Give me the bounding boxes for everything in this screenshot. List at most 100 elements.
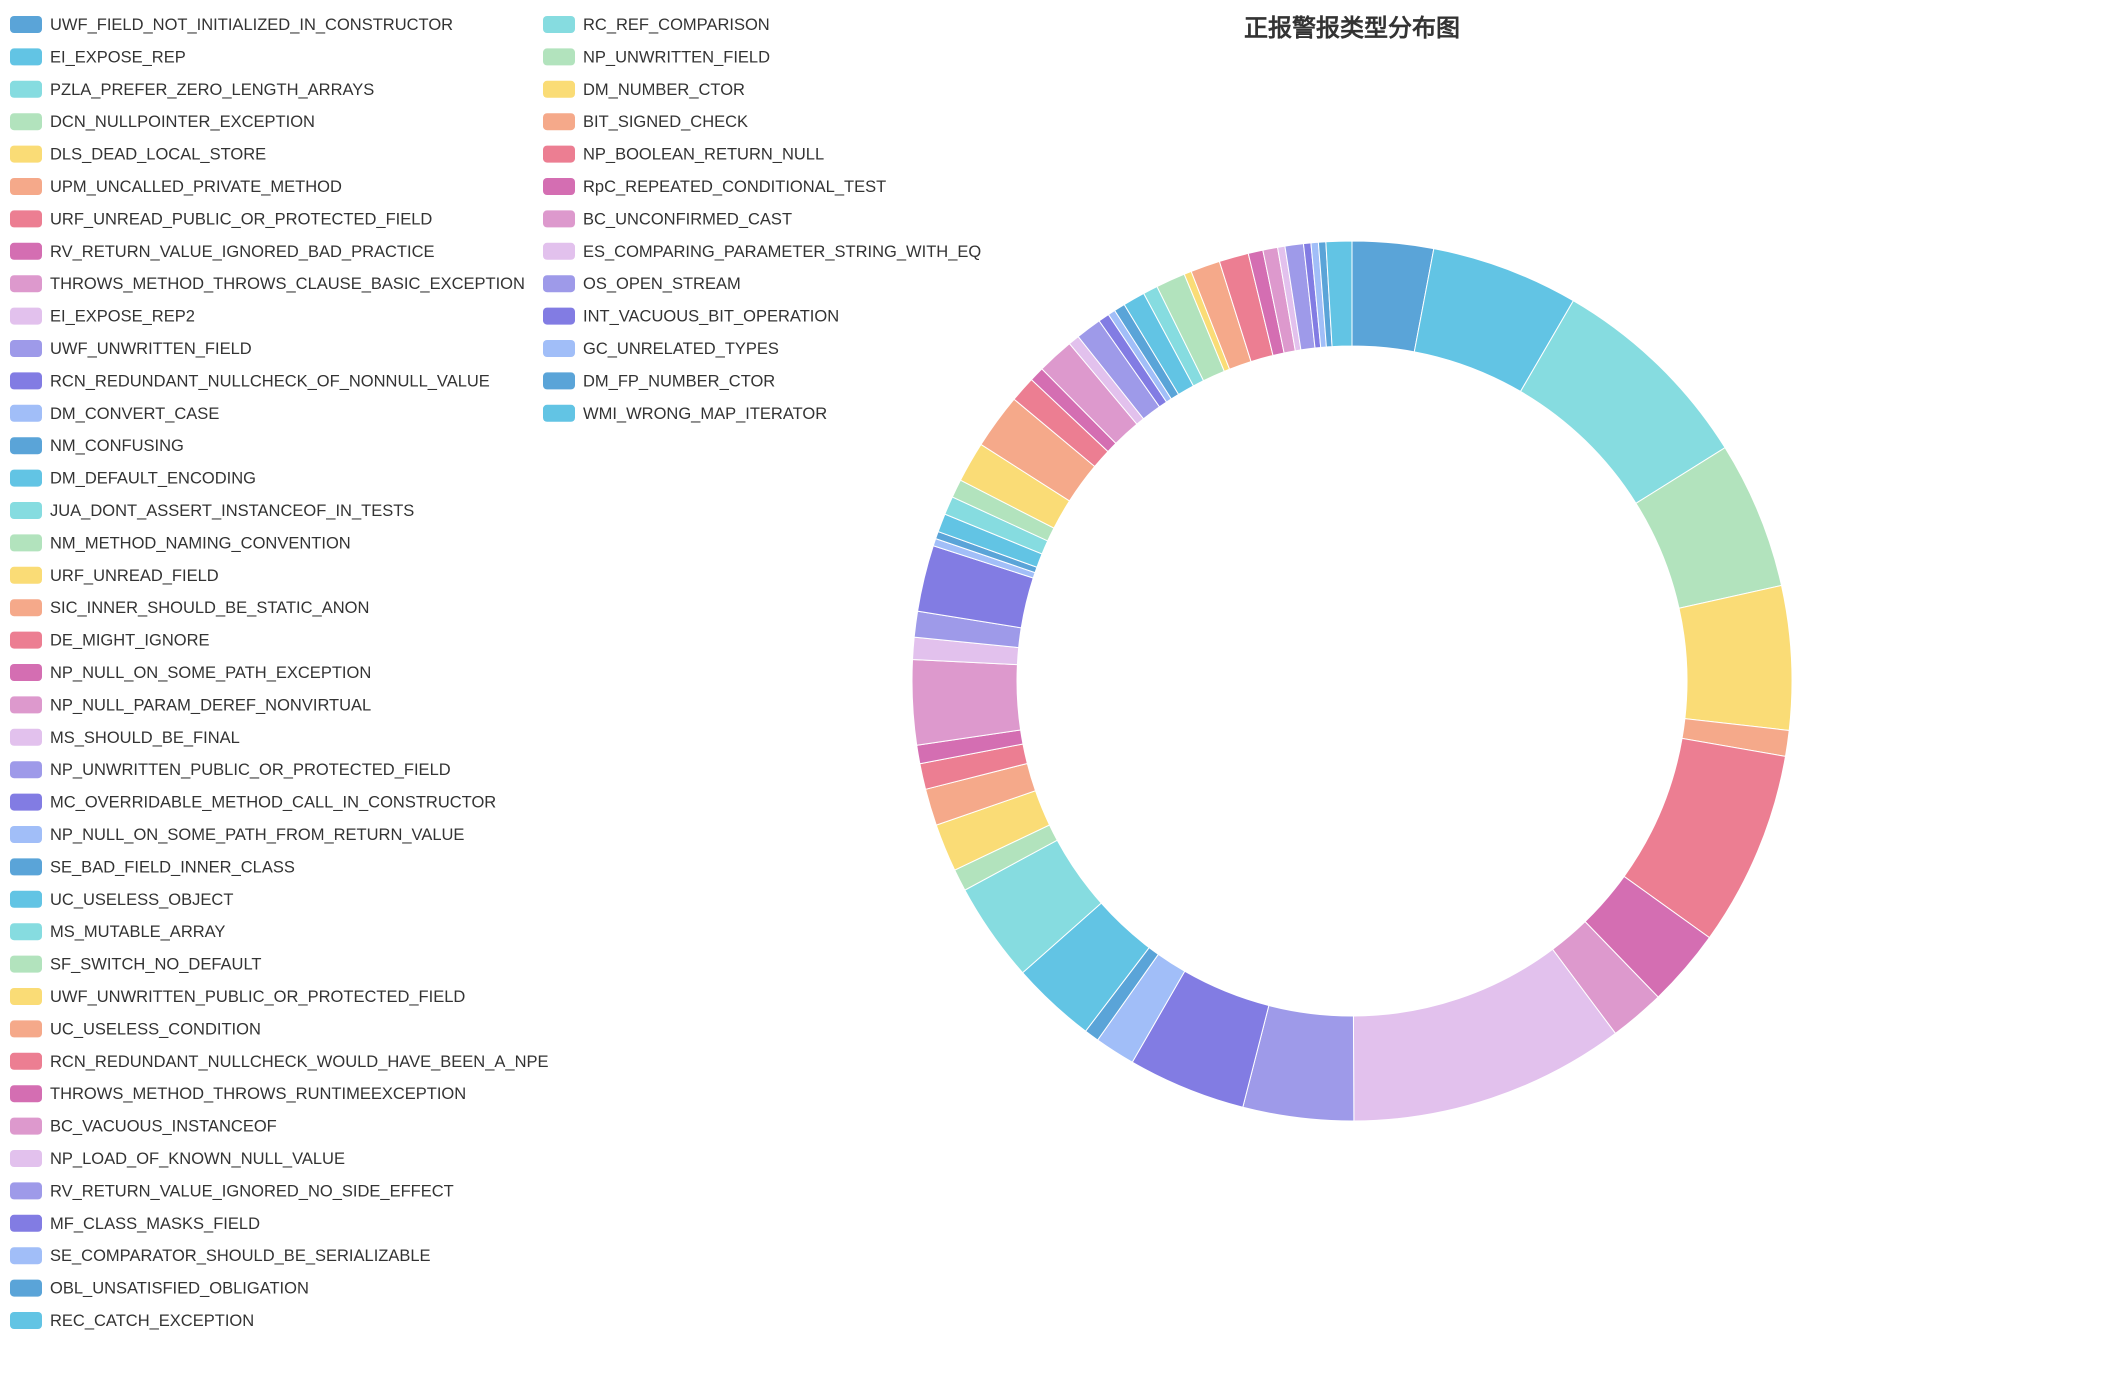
legend-item[interactable]: SE_BAD_FIELD_INNER_CLASS: [10, 858, 295, 876]
legend-swatch: [543, 48, 575, 66]
legend-label: UC_USELESS_CONDITION: [50, 1020, 261, 1038]
legend-item[interactable]: DE_MIGHT_IGNORE: [10, 631, 210, 650]
legend-item[interactable]: SIC_INNER_SHOULD_BE_STATIC_ANON: [10, 599, 369, 617]
legend-label: SE_COMPARATOR_SHOULD_BE_SERIALIZABLE: [50, 1247, 431, 1265]
legend-label: NP_NULL_PARAM_DEREF_NONVIRTUAL: [50, 696, 371, 714]
legend-label: BC_UNCONFIRMED_CAST: [583, 210, 792, 228]
legend-item[interactable]: DM_NUMBER_CTOR: [543, 80, 745, 99]
legend-item[interactable]: PZLA_PREFER_ZERO_LENGTH_ARRAYS: [10, 80, 374, 99]
legend-item[interactable]: DM_CONVERT_CASE: [10, 404, 219, 423]
legend: UWF_FIELD_NOT_INITIALIZED_IN_CONSTRUCTOR…: [10, 16, 981, 1330]
legend-label: RV_RETURN_VALUE_IGNORED_BAD_PRACTICE: [50, 243, 435, 261]
legend-item[interactable]: DM_FP_NUMBER_CTOR: [543, 372, 775, 390]
legend-label: DLS_DEAD_LOCAL_STORE: [50, 146, 266, 164]
legend-label: DE_MIGHT_IGNORE: [50, 632, 210, 650]
legend-label: DM_CONVERT_CASE: [50, 405, 219, 423]
legend-item[interactable]: INT_VACUOUS_BIT_OPERATION: [543, 307, 839, 326]
pie-slice[interactable]: [1325, 240, 1353, 348]
legend-item[interactable]: UWF_FIELD_NOT_INITIALIZED_IN_CONSTRUCTOR: [10, 16, 453, 34]
legend-label: RpC_REPEATED_CONDITIONAL_TEST: [583, 178, 886, 196]
legend-swatch: [543, 307, 575, 325]
legend-item[interactable]: RCN_REDUNDANT_NULLCHECK_OF_NONNULL_VALUE: [10, 372, 490, 390]
legend-swatch: [10, 664, 42, 681]
legend-item[interactable]: DM_DEFAULT_ENCODING: [10, 469, 256, 488]
legend-item[interactable]: NP_NULL_ON_SOME_PATH_FROM_RETURN_VALUE: [10, 826, 464, 844]
legend-swatch: [10, 1312, 42, 1329]
legend-item[interactable]: NM_CONFUSING: [10, 437, 184, 455]
legend-item[interactable]: URF_UNREAD_PUBLIC_OR_PROTECTED_FIELD: [10, 210, 432, 228]
legend-swatch: [10, 404, 42, 422]
legend-item[interactable]: NP_NULL_ON_SOME_PATH_EXCEPTION: [10, 664, 371, 682]
legend-swatch: [543, 113, 575, 131]
legend-swatch: [10, 1214, 42, 1232]
legend-swatch: [10, 1117, 42, 1135]
legend-label: UWF_UNWRITTEN_PUBLIC_OR_PROTECTED_FIELD: [50, 988, 465, 1006]
legend-swatch: [10, 307, 42, 325]
legend-item[interactable]: OS_OPEN_STREAM: [543, 275, 741, 293]
legend-item[interactable]: RCN_REDUNDANT_NULLCHECK_WOULD_HAVE_BEEN_…: [10, 1052, 549, 1071]
legend-item[interactable]: NP_NULL_PARAM_DEREF_NONVIRTUAL: [10, 696, 371, 714]
legend-item[interactable]: BC_VACUOUS_INSTANCEOF: [10, 1117, 277, 1136]
legend-item[interactable]: RC_REF_COMPARISON: [543, 16, 770, 34]
legend-item[interactable]: UC_USELESS_CONDITION: [10, 1020, 261, 1038]
legend-item[interactable]: UWF_UNWRITTEN_FIELD: [10, 340, 252, 358]
legend-item[interactable]: REC_CATCH_EXCEPTION: [10, 1312, 254, 1330]
legend-item[interactable]: SF_SWITCH_NO_DEFAULT: [10, 955, 261, 974]
legend-item[interactable]: OBL_UNSATISFIED_OBLIGATION: [10, 1279, 309, 1298]
legend-item[interactable]: BIT_SIGNED_CHECK: [543, 113, 748, 131]
legend-item[interactable]: NP_UNWRITTEN_FIELD: [543, 48, 770, 66]
legend-swatch: [10, 275, 42, 293]
legend-item[interactable]: WMI_WRONG_MAP_ITERATOR: [543, 404, 827, 423]
legend-item[interactable]: SE_COMPARATOR_SHOULD_BE_SERIALIZABLE: [10, 1247, 431, 1265]
legend-item[interactable]: RV_RETURN_VALUE_IGNORED_NO_SIDE_EFFECT: [10, 1182, 454, 1200]
pie-slice[interactable]: [1678, 584, 1793, 732]
legend-swatch: [10, 826, 42, 843]
legend-item[interactable]: MC_OVERRIDABLE_METHOD_CALL_IN_CONSTRUCTO…: [10, 793, 496, 812]
legend-swatch: [10, 988, 42, 1005]
legend-item[interactable]: NP_LOAD_OF_KNOWN_NULL_VALUE: [10, 1150, 345, 1168]
legend-label: MS_SHOULD_BE_FINAL: [50, 729, 240, 747]
legend-item[interactable]: BC_UNCONFIRMED_CAST: [543, 210, 792, 228]
legend-label: INT_VACUOUS_BIT_OPERATION: [583, 308, 839, 326]
legend-item[interactable]: NM_METHOD_NAMING_CONVENTION: [10, 534, 351, 552]
legend-item[interactable]: EI_EXPOSE_REP2: [10, 307, 195, 326]
legend-swatch: [10, 178, 42, 195]
legend-item[interactable]: THROWS_METHOD_THROWS_CLAUSE_BASIC_EXCEPT…: [10, 275, 525, 293]
legend-label: WMI_WRONG_MAP_ITERATOR: [583, 405, 827, 423]
pie-slice[interactable]: [911, 658, 1022, 746]
legend-swatch: [543, 340, 575, 357]
legend-swatch: [10, 1020, 42, 1038]
legend-item[interactable]: THROWS_METHOD_THROWS_RUNTIMEEXCEPTION: [10, 1085, 466, 1103]
legend-swatch: [10, 696, 42, 714]
legend-swatch: [10, 48, 42, 66]
legend-item[interactable]: EI_EXPOSE_REP: [10, 48, 186, 66]
legend-item[interactable]: JUA_DONT_ASSERT_INSTANCEOF_IN_TESTS: [10, 502, 414, 520]
legend-item[interactable]: DCN_NULLPOINTER_EXCEPTION: [10, 113, 315, 131]
legend-swatch: [10, 469, 42, 487]
legend-item[interactable]: DLS_DEAD_LOCAL_STORE: [10, 145, 266, 164]
legend-label: RCN_REDUNDANT_NULLCHECK_OF_NONNULL_VALUE: [50, 372, 490, 390]
legend-item[interactable]: MS_SHOULD_BE_FINAL: [10, 728, 240, 747]
legend-item[interactable]: UWF_UNWRITTEN_PUBLIC_OR_PROTECTED_FIELD: [10, 988, 465, 1006]
legend-label: MS_MUTABLE_ARRAY: [50, 923, 225, 941]
legend-item[interactable]: ES_COMPARING_PARAMETER_STRING_WITH_EQ: [543, 243, 981, 261]
legend-label: RCN_REDUNDANT_NULLCHECK_WOULD_HAVE_BEEN_…: [50, 1053, 549, 1071]
legend-item[interactable]: MS_MUTABLE_ARRAY: [10, 923, 225, 941]
legend-label: NP_UNWRITTEN_PUBLIC_OR_PROTECTED_FIELD: [50, 761, 451, 779]
legend-swatch: [543, 275, 575, 293]
legend-item[interactable]: UPM_UNCALLED_PRIVATE_METHOD: [10, 178, 342, 196]
legend-label: BIT_SIGNED_CHECK: [583, 113, 748, 131]
legend-label: GC_UNRELATED_TYPES: [583, 340, 779, 358]
legend-swatch: [10, 372, 42, 390]
legend-item[interactable]: NP_BOOLEAN_RETURN_NULL: [543, 145, 824, 164]
legend-item[interactable]: RpC_REPEATED_CONDITIONAL_TEST: [543, 178, 886, 196]
legend-swatch: [10, 502, 42, 519]
legend-item[interactable]: MF_CLASS_MASKS_FIELD: [10, 1214, 260, 1233]
legend-label: JUA_DONT_ASSERT_INSTANCEOF_IN_TESTS: [50, 502, 414, 520]
legend-item[interactable]: GC_UNRELATED_TYPES: [543, 340, 779, 358]
legend-item[interactable]: URF_UNREAD_FIELD: [10, 566, 219, 585]
legend-item[interactable]: UC_USELESS_OBJECT: [10, 890, 233, 909]
legend-item[interactable]: RV_RETURN_VALUE_IGNORED_BAD_PRACTICE: [10, 243, 435, 261]
legend-item[interactable]: NP_UNWRITTEN_PUBLIC_OR_PROTECTED_FIELD: [10, 761, 451, 779]
